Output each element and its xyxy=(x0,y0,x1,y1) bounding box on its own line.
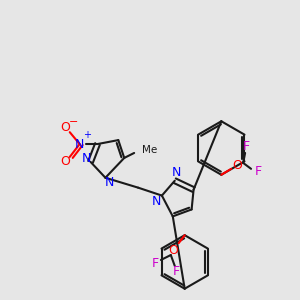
Text: N: N xyxy=(75,138,84,151)
Text: N: N xyxy=(105,176,114,189)
Text: O: O xyxy=(60,155,70,168)
Text: O: O xyxy=(60,121,70,134)
Text: +: + xyxy=(82,130,91,140)
Text: F: F xyxy=(152,257,158,270)
Text: O: O xyxy=(232,159,242,172)
Text: O: O xyxy=(168,244,178,256)
Text: N: N xyxy=(151,195,160,208)
Text: Me: Me xyxy=(142,145,157,155)
Text: F: F xyxy=(242,140,250,152)
Text: −: − xyxy=(69,117,78,127)
Text: F: F xyxy=(254,165,262,178)
Text: N: N xyxy=(82,152,91,165)
Text: F: F xyxy=(173,266,180,278)
Text: N: N xyxy=(172,166,182,179)
